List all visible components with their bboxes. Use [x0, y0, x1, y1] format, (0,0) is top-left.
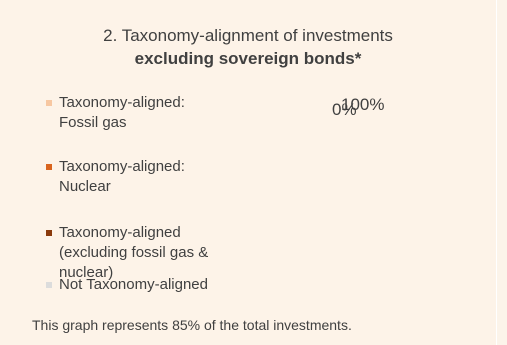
pie-chart-area: 100% 0% — [320, 95, 430, 125]
legend-swatch-fossil-gas — [46, 100, 52, 106]
legend-label-fossil-gas: Taxonomy-aligned: Fossil gas — [59, 94, 185, 131]
legend-label-not-aligned: Not Taxonomy-aligned — [59, 276, 208, 293]
legend-swatch-other-aligned — [46, 230, 52, 236]
legend-label-other-aligned: Taxonomy-aligned (excluding fossil gas &… — [59, 224, 209, 281]
legend-swatch-not-aligned — [46, 282, 52, 288]
data-label-100: 100% — [341, 95, 385, 114]
data-label-0: 0% — [332, 100, 357, 119]
legend-swatch-nuclear — [46, 164, 52, 170]
chart-title: 2. Taxonomy-alignment of investments — [103, 26, 393, 45]
chart-footnote: This graph represents 85% of the total i… — [32, 317, 352, 333]
chart-subtitle: excluding sovereign bonds* — [134, 49, 362, 68]
legend-label-nuclear: Taxonomy-aligned: Nuclear — [59, 158, 185, 195]
